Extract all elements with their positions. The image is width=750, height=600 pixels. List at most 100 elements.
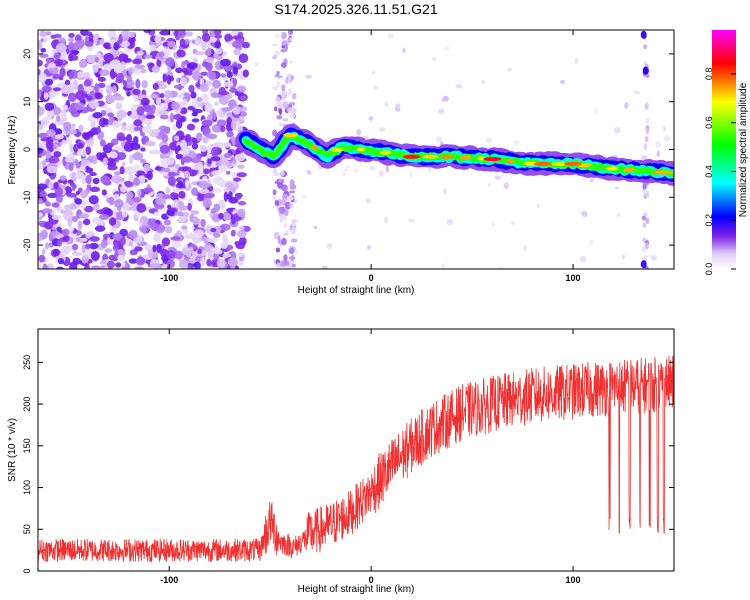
noise-blob [289, 113, 296, 119]
noise-blob [106, 142, 114, 148]
noise-blob [38, 260, 42, 269]
colorbar-tick-label: 0.8 [704, 68, 714, 81]
noise-blob [51, 91, 58, 96]
noise-blob [286, 38, 290, 45]
noise-blob [214, 30, 222, 36]
noise-blob [73, 79, 78, 85]
noise-blob [145, 141, 156, 147]
noise-blob [191, 187, 199, 196]
noise-blob [182, 146, 191, 153]
noise-blob [213, 176, 224, 185]
noise-blob [75, 90, 87, 101]
noise-blob [143, 30, 152, 34]
noise-blob [112, 233, 123, 240]
noise-blob [202, 126, 211, 137]
noise-blob [497, 266, 504, 269]
noise-blob [365, 134, 369, 141]
noise-blob [169, 141, 179, 151]
noise-blob [240, 95, 247, 101]
noise-blob [271, 86, 278, 91]
noise-blob [198, 180, 209, 189]
noise-blob [107, 112, 115, 118]
snr-xtick-label: -100 [160, 575, 178, 585]
edge-blob [640, 260, 647, 269]
noise-blob [204, 49, 212, 57]
noise-blob [153, 128, 161, 134]
noise-blob [56, 226, 62, 232]
noise-blob [84, 262, 90, 269]
noise-blob [278, 108, 283, 116]
snr-ytick-label: 150 [22, 438, 32, 453]
noise-blob [236, 208, 246, 218]
noise-blob [409, 171, 413, 179]
noise-blob [150, 263, 162, 269]
noise-blob [187, 202, 192, 212]
noise-blob [273, 172, 281, 177]
noise-blob [645, 73, 650, 78]
noise-blob [140, 97, 151, 106]
noise-blob [164, 89, 172, 100]
noise-blob [90, 251, 100, 261]
noise-blob [207, 237, 218, 243]
noise-blob [205, 62, 213, 72]
noise-blob [121, 161, 126, 167]
noise-blob [644, 242, 649, 250]
noise-blob [356, 129, 362, 136]
noise-blob [94, 225, 106, 232]
noise-blob [116, 211, 124, 220]
ridge-peak [440, 154, 454, 159]
noise-blob [114, 199, 124, 208]
noise-blob [589, 178, 594, 183]
noise-blob [45, 150, 52, 159]
noise-blob [124, 166, 135, 175]
noise-blob [48, 62, 56, 69]
noise-blob [182, 98, 188, 106]
noise-blob [275, 262, 282, 269]
noise-blob [115, 102, 123, 111]
noise-blob [55, 133, 64, 140]
noise-blob [183, 39, 191, 45]
noise-blob [224, 33, 233, 42]
noise-blob [116, 132, 126, 141]
noise-blob [117, 254, 126, 262]
noise-blob [236, 85, 247, 93]
noise-blob [160, 114, 169, 120]
noise-blob [235, 193, 242, 200]
noise-blob [74, 198, 83, 205]
noise-blob [156, 83, 168, 90]
noise-blob [124, 32, 130, 39]
noise-blob [85, 138, 94, 148]
noise-blob [192, 70, 202, 81]
noise-blob [216, 119, 227, 127]
noise-blob [39, 53, 49, 58]
ridge-peak [379, 150, 392, 155]
noise-blob [218, 164, 228, 172]
noise-blob [212, 79, 222, 89]
noise-blob [131, 110, 137, 116]
spectrogram-xlabel: Height of straight line (km) [298, 285, 415, 296]
noise-blob [210, 92, 219, 99]
noise-blob [173, 113, 183, 120]
ridge-peak [506, 159, 515, 164]
noise-blob [66, 129, 78, 135]
noise-blob [223, 191, 228, 202]
noise-blob [134, 266, 144, 269]
noise-blob [155, 97, 162, 106]
noise-blob [191, 142, 199, 150]
noise-blob [427, 165, 432, 173]
noise-blob [86, 95, 93, 101]
noise-blob [40, 229, 48, 240]
noise-blob [581, 210, 588, 218]
noise-blob [613, 126, 621, 134]
noise-blob [313, 225, 318, 230]
noise-blob [232, 66, 239, 75]
snr-frame [37, 328, 675, 572]
colorbar-label: Normalized spectral amplitude [738, 82, 749, 217]
noise-blob [44, 242, 50, 250]
noise-blob [272, 195, 277, 200]
noise-blob [214, 47, 223, 55]
noise-blob [161, 134, 169, 143]
noise-blob [106, 260, 116, 269]
noise-blob [485, 138, 493, 143]
noise-blob [68, 32, 75, 38]
